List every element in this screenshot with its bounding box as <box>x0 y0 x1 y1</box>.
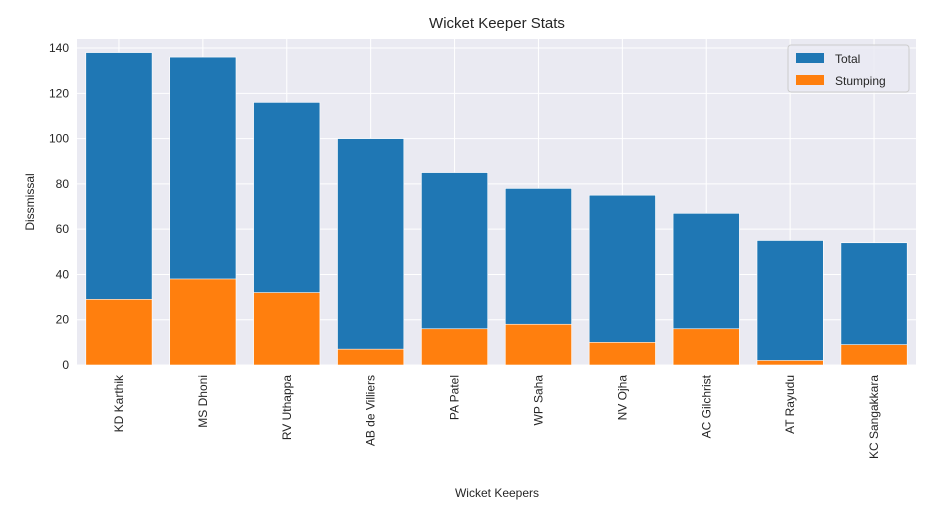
y-tick-label: 140 <box>49 41 69 55</box>
bar-stumping-rv-uthappa <box>253 292 321 366</box>
bar-total-ab-de-villiers <box>337 138 405 366</box>
chart-title: Wicket Keeper Stats <box>429 15 565 32</box>
y-tick-label: 60 <box>56 222 70 236</box>
y-axis-label: Dissmissal <box>23 173 37 230</box>
bar-stumping-at-rayudu <box>756 360 824 366</box>
x-tick-label: AB de Villiers <box>364 375 378 446</box>
x-tick-label: RV Uthappa <box>280 375 294 440</box>
y-tick-label: 80 <box>56 177 70 191</box>
y-tick-labels: 0 20 40 60 80 100 120 140 <box>49 41 69 372</box>
bar-stumping-pa-patel <box>421 328 488 366</box>
x-tick-label: KD Karthik <box>112 374 126 432</box>
bar-stumping-wp-saha <box>505 323 572 366</box>
bar-stumping-kd-karthik <box>85 299 153 366</box>
bar-stumping-nv-ojha <box>588 342 656 366</box>
legend-swatch-stumping <box>796 75 824 85</box>
y-tick-label: 100 <box>49 132 69 146</box>
legend: Total Stumping <box>787 44 910 93</box>
bar-stumping-ac-gilchrist <box>672 328 740 366</box>
legend-label-total: Total <box>835 52 860 66</box>
bar-stumping-kc-sangakkara <box>840 344 908 366</box>
x-axis-label: Wicket Keepers <box>455 486 539 500</box>
x-tick-label: WP Saha <box>531 375 545 426</box>
x-tick-label: AT Rayudu <box>783 375 797 434</box>
y-tick-label: 0 <box>62 358 69 372</box>
x-tick-label: PA Patel <box>448 375 462 420</box>
x-tick-label: NV Ojha <box>615 375 629 421</box>
y-tick-label: 120 <box>49 86 69 100</box>
legend-swatch-total <box>796 53 824 63</box>
bar-stumping-ms-dhoni <box>169 278 237 366</box>
bar-total-at-rayudu <box>756 240 824 366</box>
x-tick-label: MS Dhoni <box>196 375 210 428</box>
legend-label-stumping: Stumping <box>835 74 886 88</box>
bar-stumping-ab-de-villiers <box>337 348 405 366</box>
y-tick-label: 20 <box>56 313 70 327</box>
bars <box>85 52 908 366</box>
x-tick-label: KC Sangakkara <box>867 375 881 459</box>
x-tick-label: AC Gilchrist <box>699 374 713 438</box>
y-tick-label: 40 <box>56 267 70 281</box>
x-tick-labels: KD Karthik MS Dhoni RV Uthappa AB de Villie… <box>112 374 881 459</box>
bar-total-nv-ojha <box>588 194 656 366</box>
